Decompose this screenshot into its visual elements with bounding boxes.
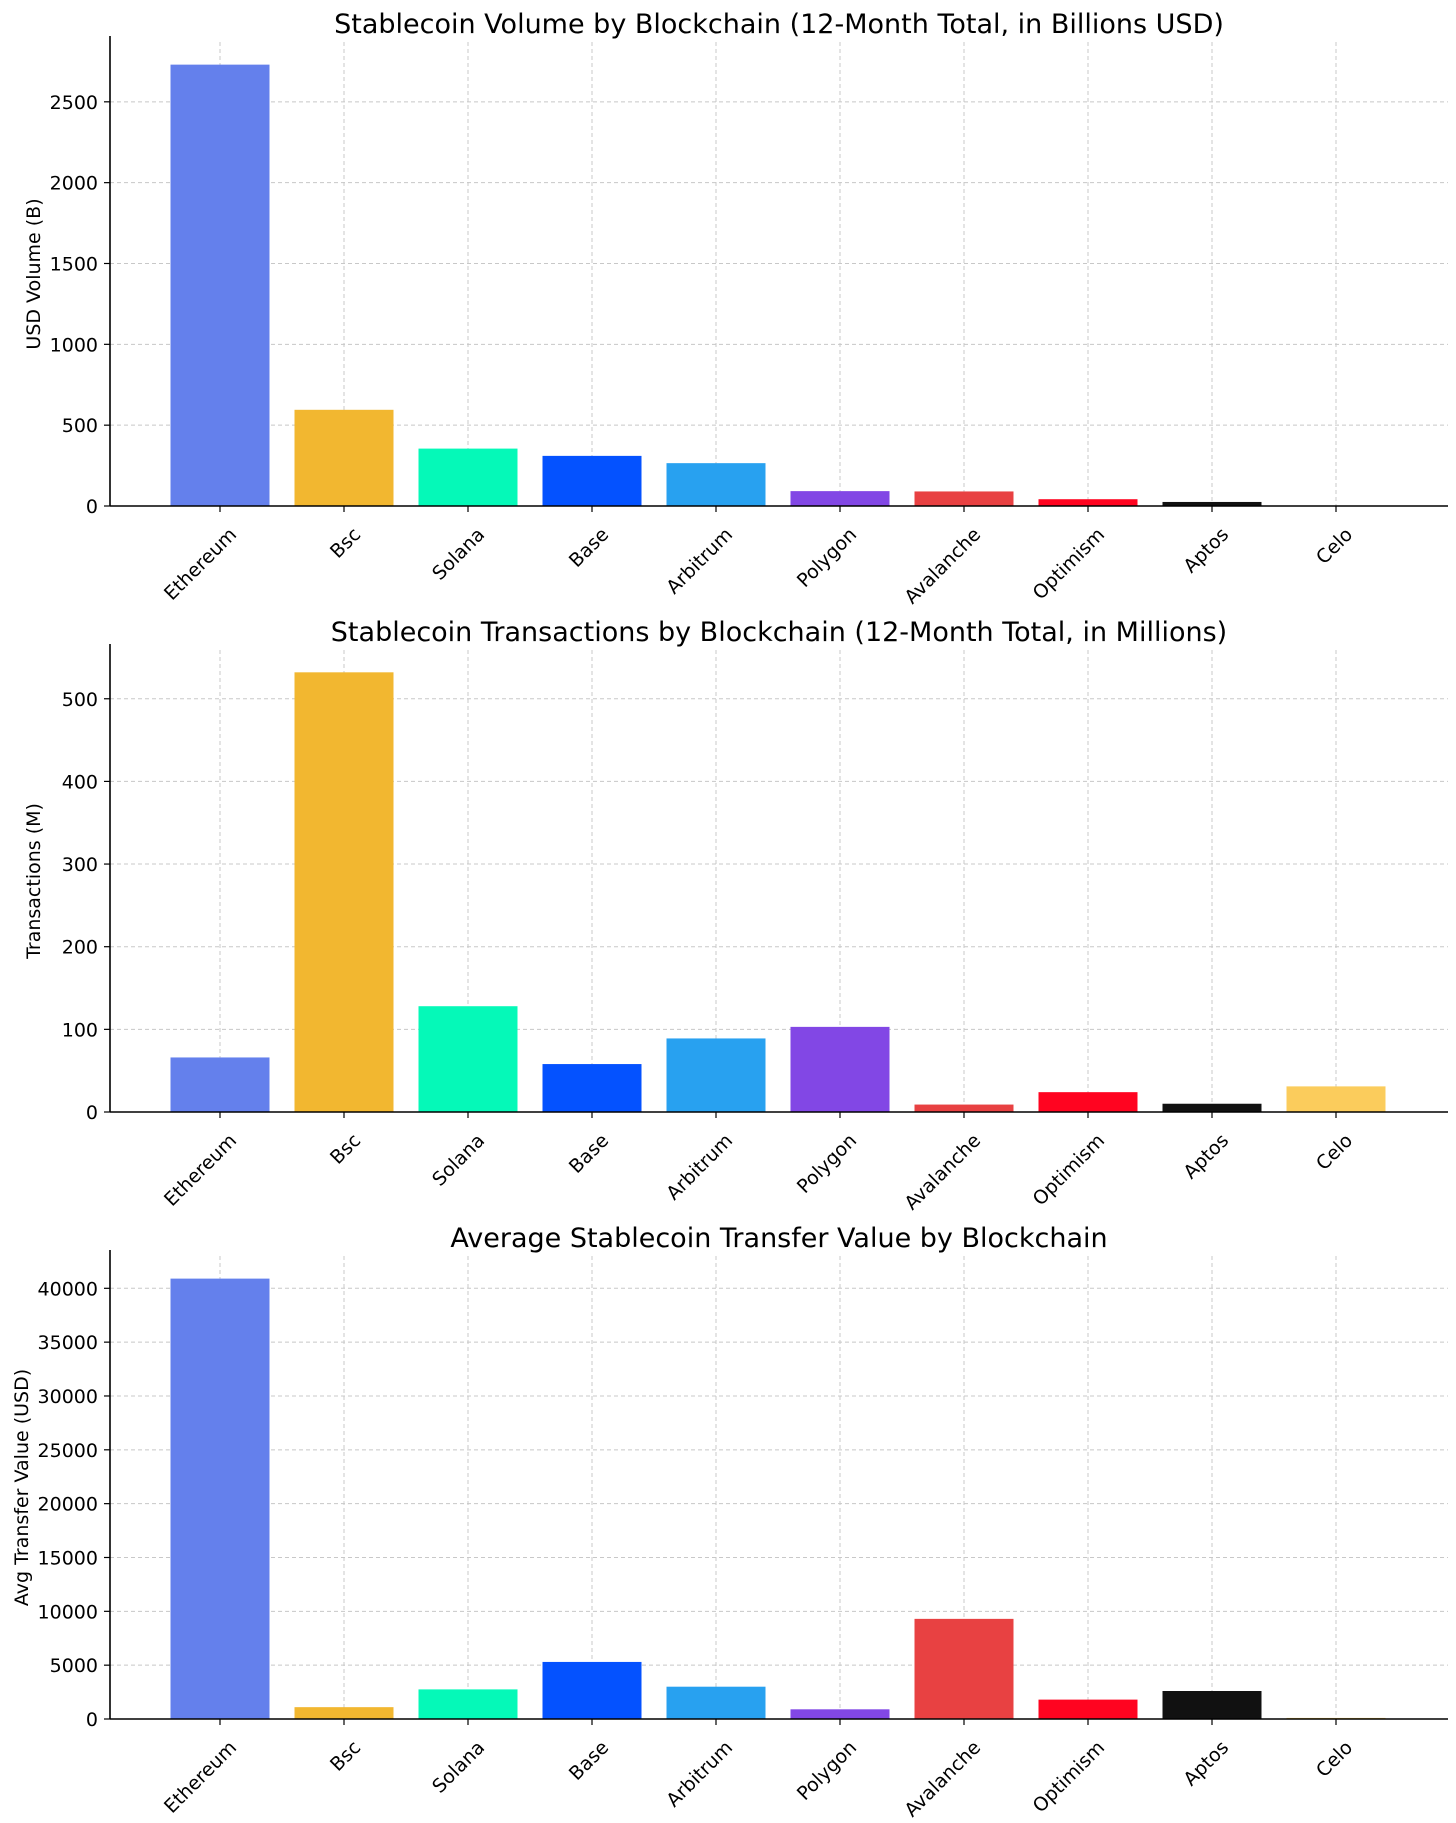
bar-ethereum: Ethereum: 66	[170, 1057, 270, 1112]
chart-title: Stablecoin Transactions by Blockchain (1…	[331, 617, 1227, 648]
bar-aptos: Aptos: 25	[1162, 501, 1262, 506]
x-tick-label-bsc: Bsc	[326, 1130, 365, 1169]
x-tick-label-arbitrum: Arbitrum	[662, 1737, 737, 1812]
bar-optimism: Optimism: 24	[1038, 1092, 1138, 1112]
x-tick-label-celo: Celo	[1312, 1737, 1357, 1782]
y-tick-label: 30000	[38, 1386, 98, 1408]
y-axis-label: Transactions (M)	[23, 803, 45, 960]
x-tick-label-base: Base	[565, 1130, 613, 1178]
y-tick-label: 100	[62, 1019, 98, 1041]
y-tick-label: 500	[62, 415, 98, 437]
chart-title: Average Stablecoin Transfer Value by Blo…	[450, 1223, 1107, 1254]
x-tick-label-celo: Celo	[1312, 1130, 1357, 1175]
x-tick-label-polygon: Polygon	[793, 524, 861, 592]
bar-solana: Solana: 128	[418, 1006, 518, 1112]
y-tick-label: 40000	[38, 1278, 98, 1300]
y-tick-label: 20000	[38, 1494, 98, 1516]
bar-solana: Solana: 2750	[418, 1689, 518, 1719]
x-tick-label-bsc: Bsc	[326, 524, 365, 563]
x-tick-label-avalanche: Avalanche	[900, 1130, 985, 1215]
y-tick-label: 5000	[50, 1655, 98, 1677]
x-tick-label-polygon: Polygon	[793, 1130, 861, 1198]
x-tick-label-ethereum: Ethereum	[160, 1130, 241, 1211]
x-tick-label-base: Base	[565, 1737, 613, 1785]
bar-celo: Celo: 31	[1286, 1086, 1386, 1112]
y-tick-label: 1500	[50, 253, 98, 275]
y-tick-label: 0	[86, 1102, 98, 1124]
y-tick-label: 2500	[50, 92, 98, 114]
y-tick-label: 200	[62, 937, 98, 959]
x-tick-label-arbitrum: Arbitrum	[662, 524, 737, 599]
y-tick-label: 0	[86, 1709, 98, 1731]
x-tick-label-aptos: Aptos	[1179, 524, 1233, 578]
y-tick-label: 300	[62, 854, 98, 876]
bar-avalanche: Avalanche: 90	[914, 491, 1014, 506]
x-tick-label-optimism: Optimism	[1029, 524, 1110, 605]
bar-ethereum: Ethereum: 40900	[170, 1278, 270, 1719]
x-tick-label-base: Base	[565, 524, 613, 572]
x-tick-label-solana: Solana	[428, 1737, 489, 1798]
bar-aptos: Aptos: 10	[1162, 1103, 1262, 1112]
y-tick-label: 35000	[38, 1332, 98, 1354]
bar-base: Base: 310	[542, 455, 642, 506]
y-axis-label: Avg Transfer Value (USD)	[11, 1369, 33, 1606]
x-tick-label-celo: Celo	[1312, 524, 1357, 569]
bar-aptos: Aptos: 2600	[1162, 1691, 1262, 1719]
y-tick-label: 2000	[50, 173, 98, 195]
x-tick-label-optimism: Optimism	[1029, 1130, 1110, 1211]
bar-optimism: Optimism: 1800	[1038, 1699, 1138, 1719]
x-tick-label-avalanche: Avalanche	[900, 524, 985, 609]
bar-polygon: Polygon: 103	[790, 1026, 890, 1112]
bars: Ethereum: 2730Bsc: 595 Solana: 355 Base: 3…	[170, 64, 1386, 506]
x-tick-label-solana: Solana	[428, 524, 489, 585]
y-tick-label: 400	[62, 771, 98, 793]
bar-arbitrum: Arbitrum: 89	[666, 1038, 766, 1112]
bar-base: Base: 5300	[542, 1661, 642, 1719]
bar-base: Base: 58	[542, 1064, 642, 1112]
x-tick-label-ethereum: Ethereum	[160, 524, 241, 605]
bar-solana: Solana: 355	[418, 448, 518, 506]
bar-optimism: Optimism: 42	[1038, 499, 1138, 506]
bars: Ethereum: 40900 Bsc: 1100 Solana: 2750 Base…	[170, 1278, 1386, 1719]
bar-ethereum: Ethereum: 2730	[170, 64, 270, 506]
x-tick-label-arbitrum: Arbitrum	[662, 1130, 737, 1205]
x-tick-label-avalanche: Avalanche	[900, 1737, 985, 1822]
y-tick-label: 10000	[38, 1601, 98, 1623]
gridlines	[110, 650, 1448, 1112]
x-tick-label-aptos: Aptos	[1179, 1130, 1233, 1184]
x-tick-label-polygon: Polygon	[793, 1737, 861, 1805]
x-tick-label-bsc: Bsc	[326, 1737, 365, 1776]
y-tick-label: 500	[62, 689, 98, 711]
x-tick-label-aptos: Aptos	[1179, 1737, 1233, 1791]
bar-arbitrum: Arbitrum: 3000	[666, 1686, 766, 1719]
y-tick-label: 15000	[38, 1547, 98, 1569]
bar-avalanche: Avalanche: 9	[914, 1104, 1014, 1112]
volume-chart: Ethereum: 2730Bsc: 595 Solana: 355 Base: 3…	[23, 9, 1448, 608]
transactions-chart: Ethereum: 66 Bsc: 532Solana: 128 Base: 58 A…	[23, 617, 1448, 1214]
x-tick-label-optimism: Optimism	[1029, 1737, 1110, 1818]
y-tick-label: 0	[86, 496, 98, 518]
bar-polygon: Polygon: 900	[790, 1709, 890, 1719]
bar-bsc: Bsc: 595	[294, 409, 394, 506]
y-tick-label: 1000	[50, 334, 98, 356]
y-tick-label: 25000	[38, 1440, 98, 1462]
y-axis-label: USD Volume (B)	[23, 198, 45, 349]
avg-transfer-chart: Ethereum: 40900 Bsc: 1100 Solana: 2750 Base…	[11, 1223, 1448, 1821]
x-tick-label-ethereum: Ethereum	[160, 1737, 241, 1818]
chart-title: Stablecoin Volume by Blockchain (12-Mont…	[334, 9, 1224, 40]
bar-arbitrum: Arbitrum: 265	[666, 463, 766, 506]
bar-polygon: Polygon: 92	[790, 491, 890, 506]
x-tick-label-solana: Solana	[428, 1130, 489, 1191]
bars: Ethereum: 66 Bsc: 532Solana: 128 Base: 58 A…	[170, 672, 1386, 1112]
bar-bsc: Bsc: 1100	[294, 1707, 394, 1719]
bar-bsc: Bsc: 532	[294, 672, 394, 1112]
bar-avalanche: Avalanche: 9300	[914, 1618, 1014, 1719]
gridlines	[110, 1256, 1448, 1719]
